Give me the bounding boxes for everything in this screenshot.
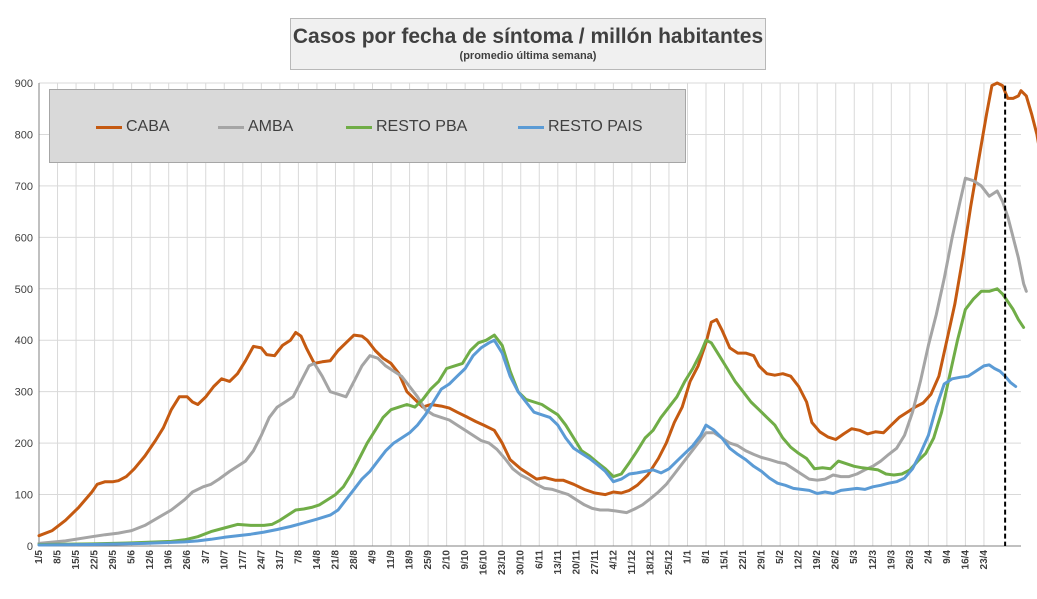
x-tick-label: 26/2	[831, 550, 842, 570]
x-tick-label: 11/12	[627, 550, 638, 575]
x-tick-label: 12/3	[868, 550, 879, 570]
axes	[38, 83, 1021, 547]
x-tick-label: 25/12	[664, 550, 675, 575]
x-tick-label: 10/7	[219, 550, 230, 570]
x-tick-label: 13/11	[553, 550, 564, 575]
series-line-resto-pais	[37, 338, 1018, 547]
chart-title: Casos por fecha de síntoma / millón habi…	[292, 25, 764, 48]
x-tick-label: 12/6	[145, 550, 156, 570]
legend-item-resto-pais: RESTO PAIS	[518, 117, 643, 137]
x-tick-label: 29/5	[108, 550, 119, 570]
y-tick-label: 0	[27, 541, 33, 553]
x-tick-label: 6/11	[534, 550, 545, 569]
x-tick-label: 16/4	[960, 550, 971, 570]
legend: CABA AMBA RESTO PBA RESTO PAIS	[49, 89, 686, 163]
x-tick-label: 2/4	[923, 550, 934, 564]
chart-title-box: Casos por fecha de síntoma / millón habi…	[290, 18, 766, 70]
x-tick-label: 1/5	[34, 550, 45, 564]
x-tick-label: 31/7	[275, 550, 286, 570]
x-tick-label: 8/1	[701, 550, 712, 564]
y-tick-label: 300	[15, 387, 33, 399]
x-tick-label: 7/8	[293, 550, 304, 564]
series-line-amba	[37, 176, 1028, 545]
series-lines	[37, 81, 1037, 547]
x-tick-label: 29/1	[757, 550, 768, 570]
chart-subtitle: (promedio última semana)	[459, 50, 597, 62]
x-tick-label: 21/8	[330, 550, 341, 570]
x-tick-label: 19/3	[886, 550, 897, 570]
x-tick-label: 23/10	[497, 550, 508, 575]
tick-labels: 1/5 8/5 15/5 22/5 29/5 5/6 12/6 19/6 26/6 3/7 10/7…	[15, 78, 990, 575]
x-tick-label: 19/6	[164, 550, 175, 570]
legend-item-caba: CABA	[96, 117, 170, 137]
x-tick-label: 23/4	[979, 550, 990, 570]
legend-swatch	[518, 125, 544, 129]
x-tick-label: 15/1	[720, 550, 731, 570]
legend-label: RESTO PAIS	[548, 118, 643, 135]
x-tick-label: 30/10	[516, 550, 527, 575]
x-tick-label: 18/12	[645, 550, 656, 575]
x-tick-label: 9/4	[942, 550, 953, 564]
y-tick-label: 100	[15, 490, 33, 502]
x-tick-label: 22/5	[90, 550, 101, 570]
x-tick-label: 5/3	[849, 550, 860, 564]
legend-label: CABA	[126, 118, 170, 135]
y-tick-label: 200	[15, 438, 33, 450]
legend-label: AMBA	[248, 118, 294, 135]
x-tick-label: 11/9	[386, 550, 397, 569]
y-tick-label: 900	[15, 78, 33, 90]
x-tick-label: 22/1	[738, 550, 749, 570]
y-tick-label: 800	[15, 129, 33, 141]
x-tick-label: 25/9	[423, 550, 434, 570]
x-tick-label: 17/7	[238, 550, 249, 570]
legend-item-resto-pba: RESTO PBA	[346, 117, 467, 137]
x-tick-label: 16/10	[479, 550, 490, 575]
x-tick-label: 26/3	[905, 550, 916, 570]
y-tick-label: 700	[15, 181, 33, 193]
x-tick-label: 9/10	[460, 550, 471, 570]
x-tick-label: 5/2	[775, 550, 786, 564]
x-tick-label: 3/7	[201, 550, 212, 564]
x-tick-label: 4/9	[368, 550, 379, 564]
legend-item-amba: AMBA	[218, 117, 293, 137]
x-tick-label: 12/2	[794, 550, 805, 570]
x-tick-label: 19/2	[812, 550, 823, 570]
x-tick-label: 18/9	[405, 550, 416, 570]
x-tick-label: 2/10	[442, 550, 453, 570]
legend-swatch	[346, 125, 372, 129]
legend-swatch	[96, 125, 122, 129]
y-tick-label: 500	[15, 284, 33, 296]
series-line-resto-pba	[37, 287, 1026, 546]
series-line-caba	[37, 81, 1037, 538]
x-tick-label: 27/11	[590, 550, 601, 575]
y-tick-label: 600	[15, 232, 33, 244]
x-tick-label: 15/5	[71, 550, 82, 570]
x-tick-label: 1/1	[682, 550, 693, 564]
x-tick-label: 26/6	[182, 550, 193, 570]
x-tick-label: 14/8	[312, 550, 323, 570]
legend-label: RESTO PBA	[376, 118, 468, 135]
x-tick-label: 20/11	[571, 550, 582, 575]
x-tick-label: 4/12	[608, 550, 619, 570]
legend-swatch	[218, 125, 244, 129]
x-tick-label: 24/7	[256, 550, 267, 570]
x-tick-label: 28/8	[349, 550, 360, 570]
x-tick-label: 8/5	[53, 550, 64, 564]
x-tick-label: 5/6	[127, 550, 138, 564]
y-tick-label: 400	[15, 335, 33, 347]
